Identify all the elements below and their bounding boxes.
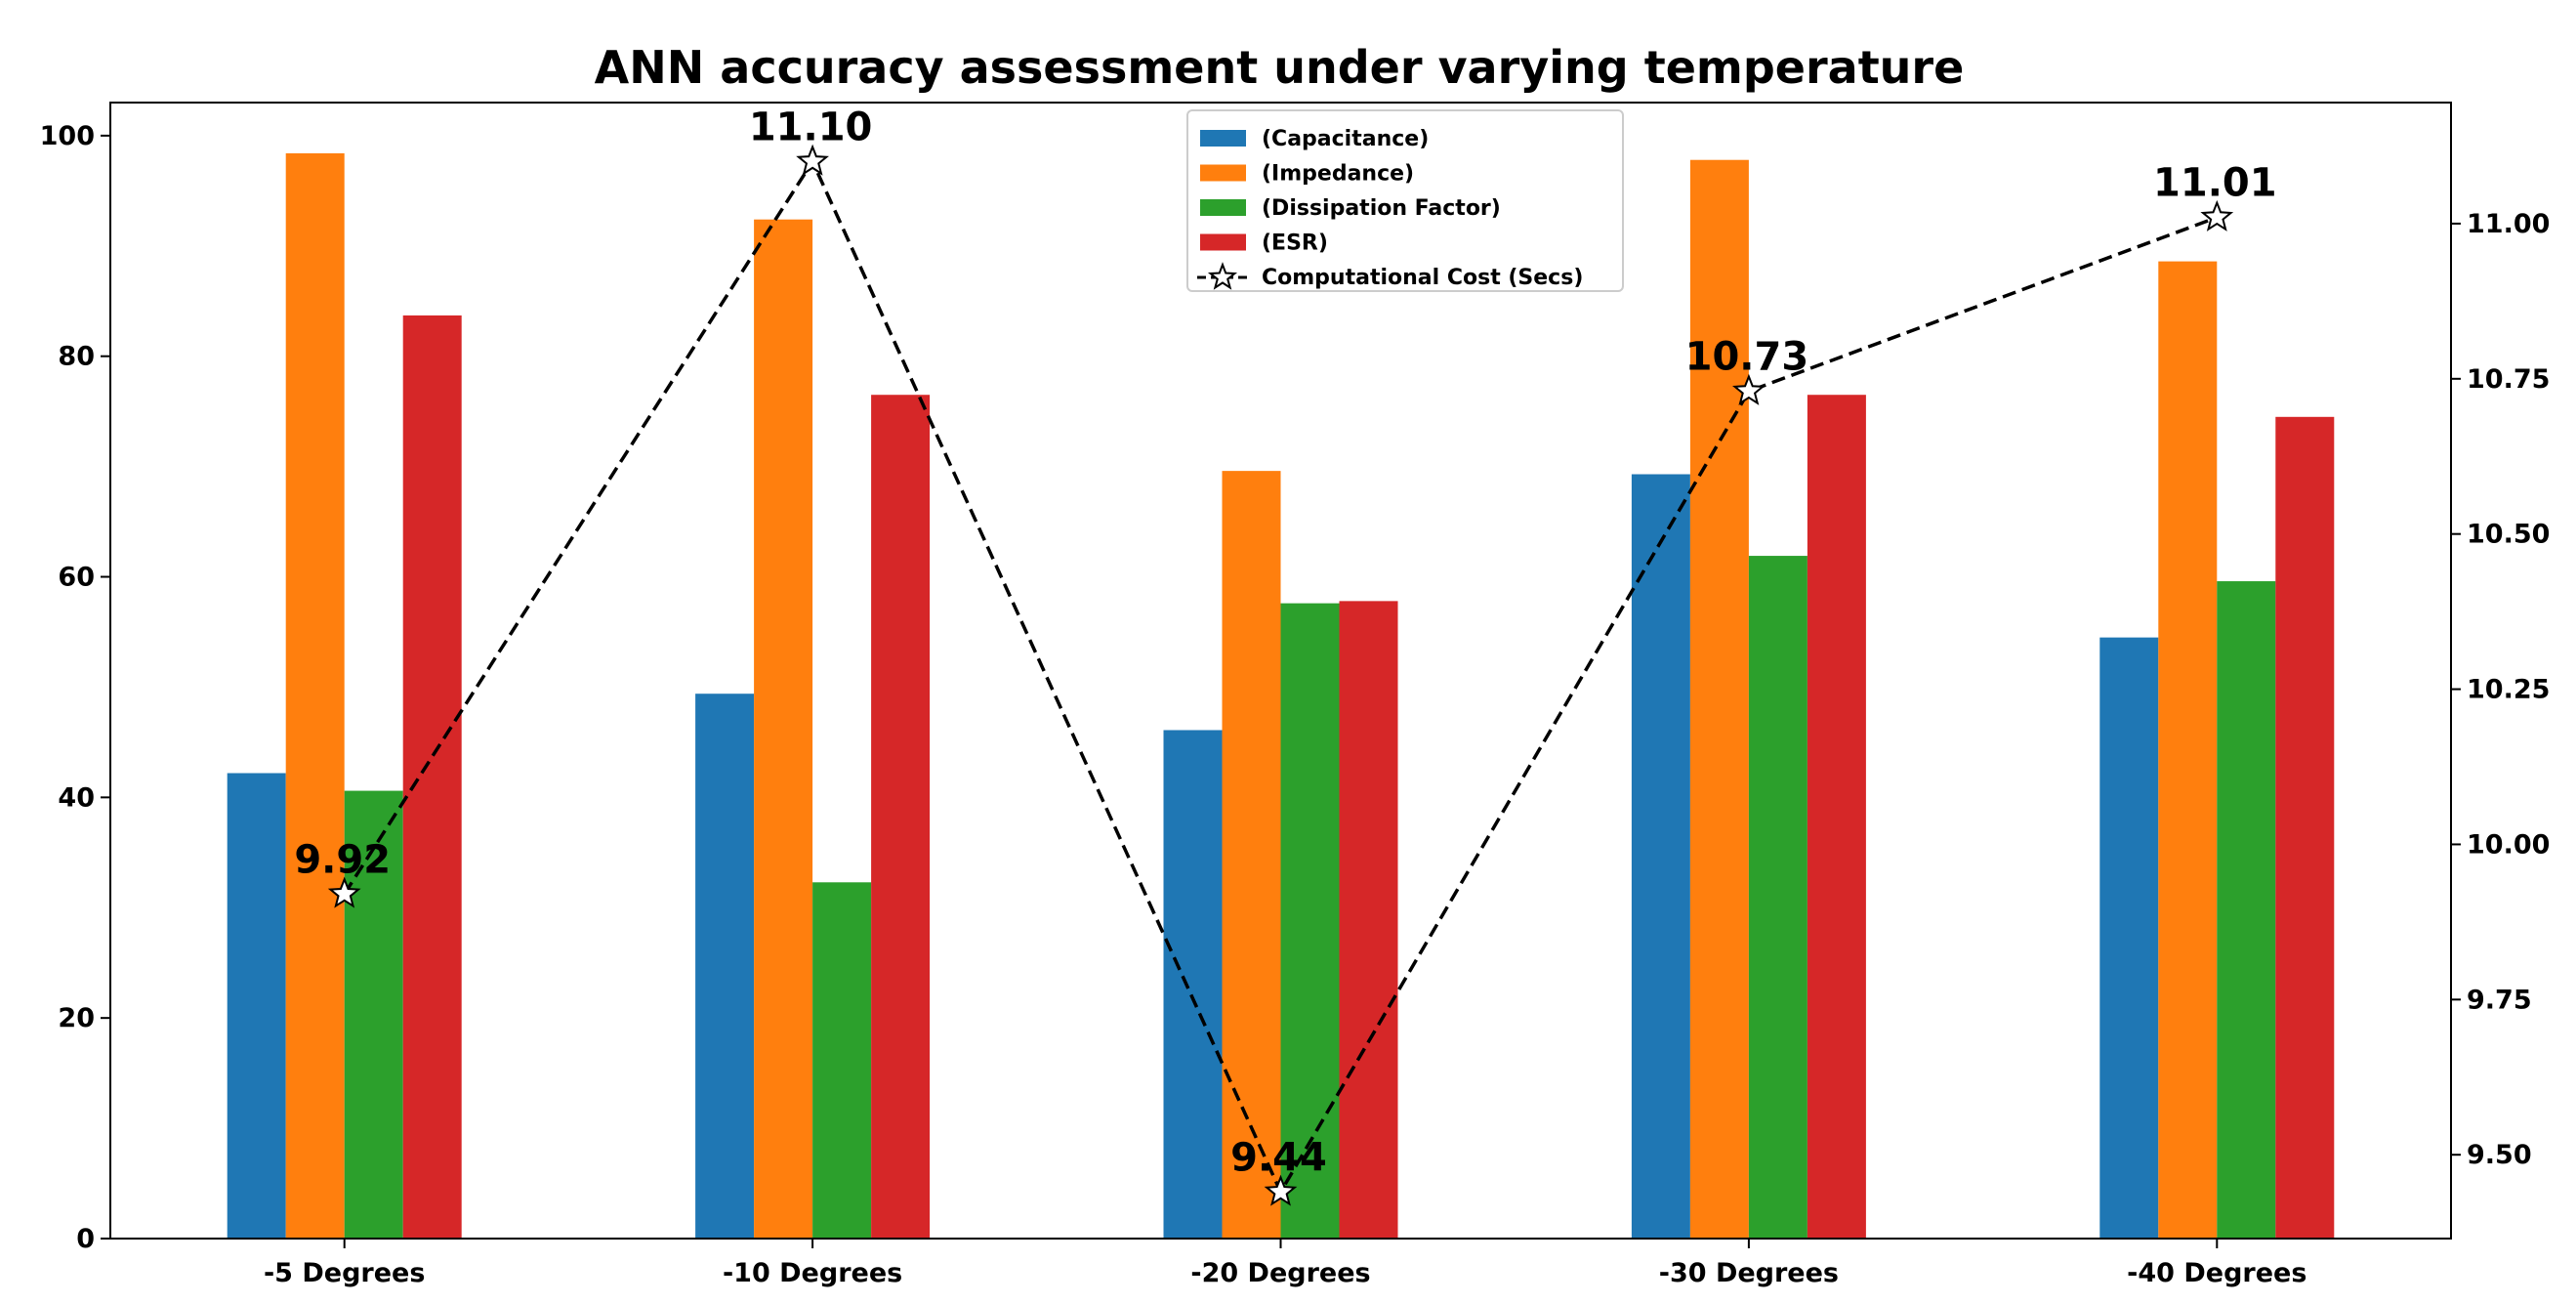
x-tick-label: -30 Degrees [1659, 1258, 1839, 1288]
bar-4-3 [1339, 601, 1398, 1239]
cost-star-marker-3 [1264, 1174, 1298, 1206]
left-y-axis: 0 20 40 60 80 100 [40, 121, 110, 1254]
bars-layer [227, 152, 2335, 1240]
right-tick-label: 10.00 [2467, 829, 2550, 860]
legend-box [1186, 109, 1624, 292]
bar-1-1 [227, 773, 286, 1239]
bar-2-4 [1689, 159, 1749, 1239]
bar-3-3 [1280, 603, 1340, 1239]
chart-title: ANN accuracy assessment under varying te… [595, 41, 1965, 94]
cost-data-label-2: 11.10 [749, 105, 873, 149]
computational-cost-line [327, 144, 2234, 1206]
bar-1-2 [695, 694, 755, 1239]
bar-1-5 [2099, 637, 2159, 1239]
legend-label-line: Computational Cost (Secs) [1262, 266, 1583, 290]
bar-1-4 [1631, 474, 1690, 1240]
bar-2-1 [285, 152, 345, 1239]
left-tick-label: 40 [58, 782, 95, 813]
cost-star-marker-2 [796, 144, 829, 176]
bar-4-1 [402, 315, 462, 1239]
x-tick-label: -5 Degrees [264, 1258, 425, 1288]
bar-3-2 [812, 882, 872, 1239]
legend-swatch-4 [1200, 233, 1246, 251]
x-tick-label: -40 Degrees [2127, 1258, 2306, 1288]
cost-data-label-1: 9.92 [294, 837, 391, 882]
left-tick-label: 100 [40, 121, 95, 151]
data-labels: 9.92 11.10 9.44 10.73 11.01 [294, 105, 2276, 1180]
x-axis: -5 Degrees -10 Degrees -20 Degrees -30 Degr… [264, 1239, 2306, 1288]
cost-star-marker-1 [327, 876, 361, 908]
right-tick-label: 10.75 [2467, 364, 2550, 395]
legend-label-2: (Impedance) [1262, 162, 1414, 187]
bar-2-3 [1222, 471, 1281, 1239]
cost-star-marker-5 [2200, 199, 2234, 231]
right-y-axis: 9.50 9.75 10.00 10.25 10.50 10.75 11.00 [2451, 209, 2550, 1170]
bar-3-1 [344, 790, 403, 1239]
right-tick-label: 11.00 [2467, 209, 2550, 239]
bar-4-4 [1807, 395, 1866, 1239]
cost-data-label-5: 11.01 [2153, 161, 2277, 206]
right-tick-label: 9.75 [2467, 985, 2532, 1015]
bar-4-2 [871, 395, 931, 1239]
left-tick-label: 0 [76, 1224, 95, 1254]
cost-data-label-4: 10.73 [1685, 335, 1809, 380]
cost-data-label-3: 9.44 [1230, 1135, 1327, 1180]
bar-2-2 [754, 219, 813, 1239]
right-tick-label: 9.50 [2467, 1140, 2532, 1170]
bar-3-4 [1748, 556, 1807, 1239]
legend[interactable]: (Capacitance) (Impedance) (Dissipation Fac… [1186, 109, 1624, 292]
legend-swatch-2 [1200, 164, 1246, 182]
x-tick-label: -10 Degrees [723, 1258, 902, 1288]
cost-star-marker-4 [1732, 373, 1766, 405]
left-tick-label: 80 [58, 342, 95, 372]
left-tick-label: 20 [58, 1003, 95, 1033]
legend-swatch-1 [1200, 130, 1246, 147]
legend-label-3: (Dissipation Factor) [1262, 196, 1501, 221]
left-tick-label: 60 [58, 563, 95, 593]
bar-4-5 [2275, 416, 2335, 1239]
legend-swatch-3 [1200, 199, 1246, 216]
legend-label-1: (Capacitance) [1262, 127, 1429, 151]
bar-3-5 [2217, 581, 2276, 1239]
right-tick-label: 10.25 [2467, 675, 2550, 705]
bar-2-5 [2158, 261, 2218, 1239]
x-tick-label: -20 Degrees [1190, 1258, 1370, 1288]
bar-1-3 [1163, 730, 1223, 1239]
legend-star-icon [1207, 262, 1238, 290]
legend-label-4: (ESR) [1262, 231, 1328, 256]
right-tick-label: 10.50 [2467, 520, 2550, 550]
